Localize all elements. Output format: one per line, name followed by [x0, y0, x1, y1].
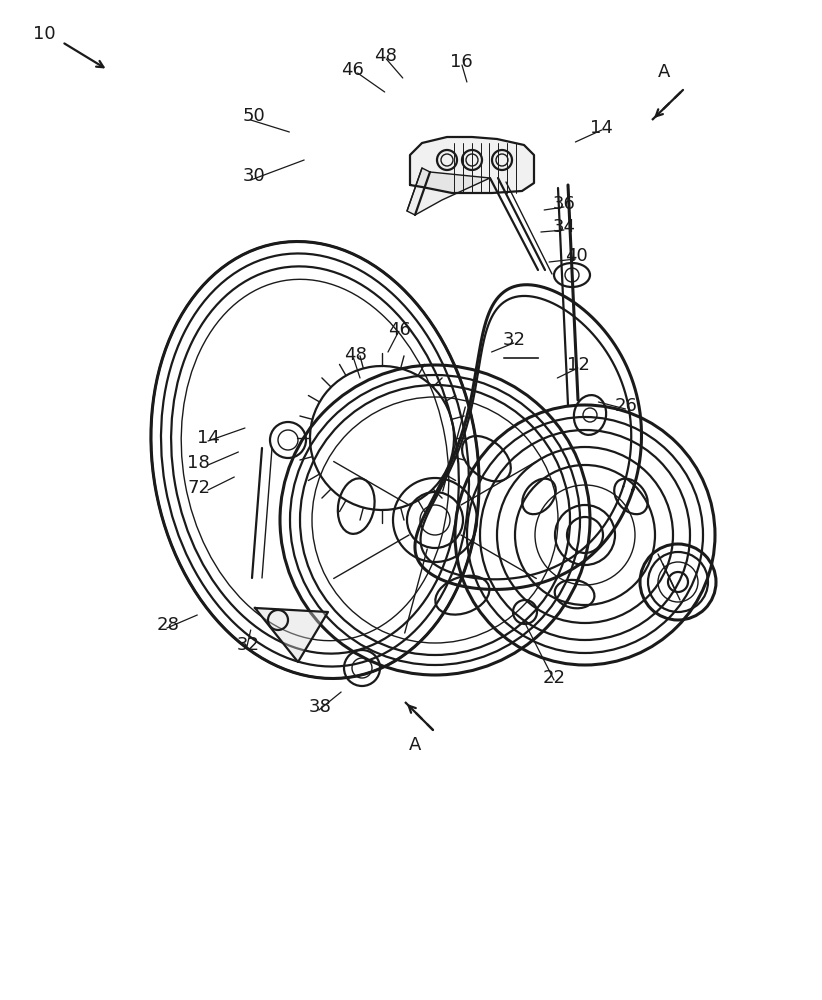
Text: 48: 48 — [344, 346, 367, 364]
Text: 32: 32 — [237, 636, 260, 654]
Text: 46: 46 — [341, 61, 364, 79]
Polygon shape — [410, 137, 534, 193]
Text: 34: 34 — [552, 218, 575, 236]
Text: 12: 12 — [567, 356, 590, 374]
Text: 30: 30 — [242, 167, 266, 185]
Polygon shape — [255, 608, 328, 662]
Text: 10: 10 — [33, 25, 56, 43]
Ellipse shape — [151, 242, 479, 678]
Text: 32: 32 — [503, 331, 526, 349]
Polygon shape — [407, 168, 490, 215]
Text: 46: 46 — [388, 321, 411, 339]
Text: 14: 14 — [590, 119, 613, 137]
Text: 14: 14 — [197, 429, 220, 447]
Text: 50: 50 — [242, 107, 266, 125]
Text: 72: 72 — [187, 479, 210, 497]
Text: 22: 22 — [543, 669, 566, 687]
Text: 38: 38 — [308, 698, 331, 716]
Text: 28: 28 — [156, 616, 179, 634]
Text: 16: 16 — [450, 53, 473, 71]
Text: A: A — [658, 63, 670, 81]
Text: 26: 26 — [615, 397, 638, 415]
Text: 18: 18 — [187, 454, 210, 472]
Text: 40: 40 — [566, 247, 589, 265]
Text: 48: 48 — [374, 47, 397, 65]
Text: 36: 36 — [552, 195, 575, 213]
Text: A: A — [409, 736, 422, 754]
